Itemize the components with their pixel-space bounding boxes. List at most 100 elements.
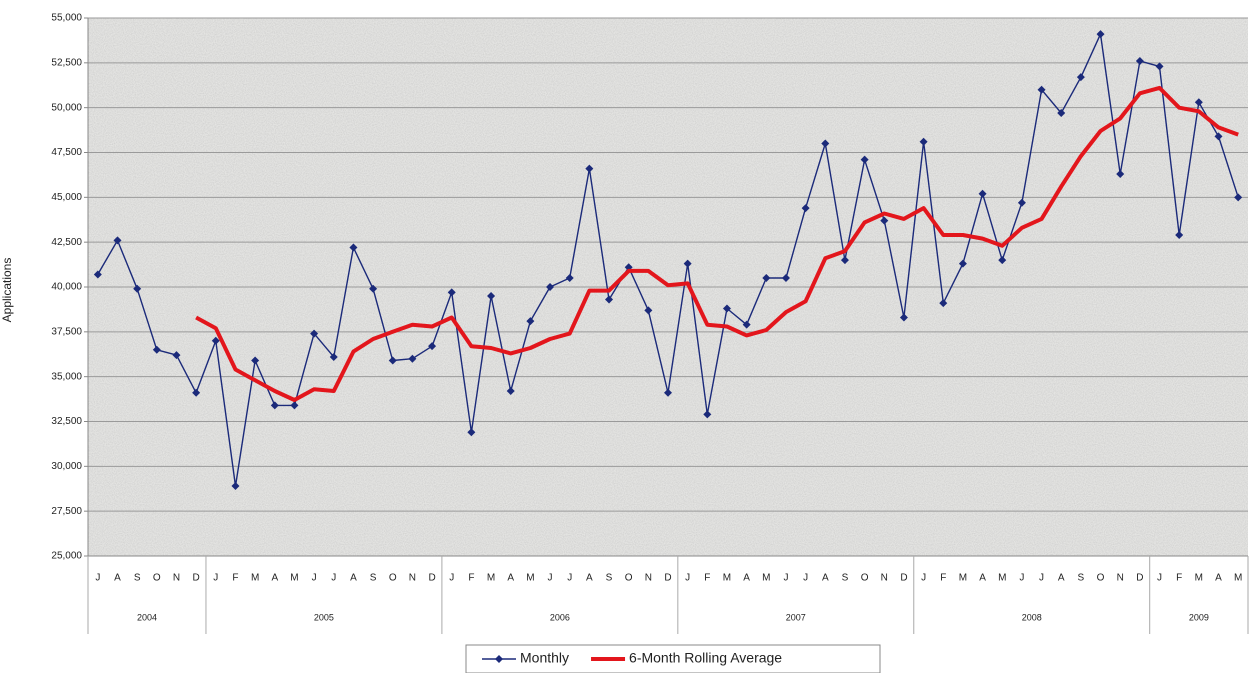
x-tick-label: J: [803, 573, 808, 584]
x-tick-label: O: [153, 573, 161, 584]
data-point: [605, 295, 614, 304]
data-point: [742, 320, 751, 329]
x-tick-label: M: [487, 573, 495, 584]
data-point: [152, 345, 161, 354]
x-tick-label: J: [548, 573, 553, 584]
data-point: [821, 139, 830, 148]
data-point: [860, 155, 869, 164]
data-point: [349, 243, 358, 252]
data-point: [565, 274, 574, 283]
data-point: [978, 189, 987, 198]
x-tick-label: M: [526, 573, 534, 584]
group-label: 2009: [1189, 612, 1209, 622]
data-point: [546, 283, 555, 291]
legend-marker: [495, 655, 503, 663]
data-point: [447, 288, 456, 297]
x-tick-label: A: [114, 573, 121, 584]
y-axis-title: Applications: [0, 258, 14, 323]
data-point: [251, 356, 260, 365]
x-tick-label: N: [1117, 573, 1124, 584]
data-point: [1037, 85, 1046, 94]
legend-box: [465, 644, 881, 673]
x-tick-label: A: [350, 573, 357, 584]
x-tick-label: S: [842, 573, 849, 584]
data-point: [192, 388, 201, 397]
data-point: [781, 274, 790, 283]
data-point: [1017, 198, 1026, 207]
group-label: 2005: [314, 612, 334, 622]
x-tick-label: N: [881, 573, 888, 584]
data-point: [329, 352, 338, 361]
data-point: [703, 410, 712, 419]
data-point: [388, 356, 397, 365]
y-tick-label: 25,000: [51, 551, 82, 562]
legend-label: 6-Month Rolling Average: [629, 650, 782, 666]
x-tick-label: J: [449, 573, 454, 584]
x-tick-label: F: [1176, 573, 1182, 584]
data-point: [231, 482, 240, 491]
x-tick-label: J: [685, 573, 690, 584]
x-tick-label: D: [1136, 573, 1143, 584]
x-tick-label: M: [290, 573, 298, 584]
x-tick-label: O: [1097, 573, 1105, 584]
x-tick-label: J: [95, 573, 100, 584]
x-tick-label: A: [1058, 573, 1065, 584]
x-tick-label: A: [507, 573, 514, 584]
data-point: [290, 401, 299, 410]
data-point: [1234, 193, 1243, 202]
x-tick-label: J: [1039, 573, 1044, 584]
x-tick-label: M: [723, 573, 731, 584]
x-tick-label: O: [389, 573, 397, 584]
data-point: [1116, 170, 1125, 179]
x-tick-label: M: [251, 573, 259, 584]
x-tick-label: F: [232, 573, 238, 584]
data-point: [958, 259, 967, 268]
x-tick-label: J: [331, 573, 336, 584]
x-tick-label: D: [900, 573, 907, 584]
y-tick-label: 37,500: [51, 326, 82, 337]
data-point: [133, 284, 142, 293]
x-tick-label: N: [173, 573, 180, 584]
data-point: [939, 299, 948, 308]
x-tick-label: S: [370, 573, 377, 584]
x-tick-label: J: [312, 573, 317, 584]
data-point: [270, 401, 279, 410]
y-tick-label: 55,000: [51, 13, 82, 24]
x-tick-label: S: [134, 573, 141, 584]
data-point: [880, 216, 889, 225]
y-tick-label: 50,000: [51, 102, 82, 113]
y-tick-label: 35,000: [51, 371, 82, 382]
data-point: [762, 274, 771, 283]
x-tick-label: M: [762, 573, 770, 584]
data-point: [487, 291, 496, 300]
data-point: [1135, 57, 1144, 66]
x-tick-label: N: [409, 573, 416, 584]
x-tick-label: J: [921, 573, 926, 584]
data-point: [1155, 62, 1164, 71]
data-point: [526, 317, 535, 326]
data-point: [1194, 98, 1203, 107]
data-point: [919, 137, 928, 146]
y-tick-label: 27,500: [51, 506, 82, 517]
x-tick-label: S: [606, 573, 613, 584]
x-tick-label: N: [645, 573, 652, 584]
x-tick-label: M: [1195, 573, 1203, 584]
data-point: [801, 204, 810, 213]
legend-label: Monthly: [520, 650, 569, 666]
x-tick-label: F: [940, 573, 946, 584]
data-point: [683, 259, 692, 268]
x-tick-label: S: [1078, 573, 1085, 584]
x-tick-label: M: [998, 573, 1006, 584]
data-point: [1076, 73, 1085, 82]
x-tick-label: A: [271, 573, 278, 584]
data-point: [369, 284, 378, 293]
y-tick-label: 47,500: [51, 147, 82, 158]
data-point: [93, 270, 102, 279]
x-tick-label: J: [1019, 573, 1024, 584]
x-tick-label: A: [743, 573, 750, 584]
data-point: [722, 304, 731, 313]
group-label: 2006: [550, 612, 570, 622]
data-point: [113, 236, 122, 245]
data-point: [664, 388, 672, 397]
